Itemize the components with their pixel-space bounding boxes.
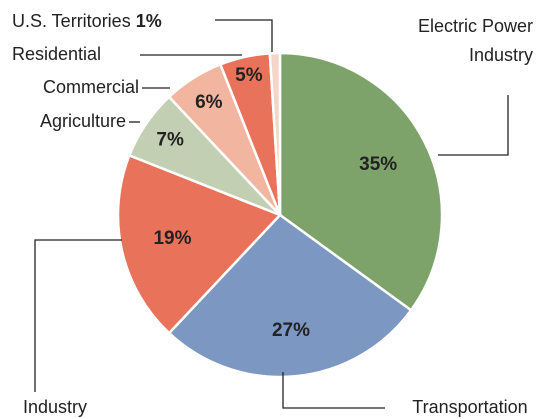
leader-line xyxy=(215,19,273,52)
leader-line xyxy=(34,239,122,392)
category-label: Agriculture xyxy=(40,111,126,131)
category-label: U.S. Territories xyxy=(12,11,131,31)
category-label: Electric Power Industry xyxy=(417,16,533,65)
value-label: 6% xyxy=(195,92,223,113)
value-label: 1% xyxy=(136,11,162,31)
pie-slice xyxy=(167,213,413,379)
value-label: 19% xyxy=(153,228,191,249)
pie-slice xyxy=(268,51,282,216)
category-label: Commercial xyxy=(43,77,139,97)
value-label: 35% xyxy=(359,154,397,175)
category-label: Industry xyxy=(23,397,87,417)
category-label: Transportation xyxy=(412,397,527,417)
category-label: Residential xyxy=(12,44,101,64)
value-label: 27% xyxy=(272,320,310,341)
leader-line xyxy=(438,95,509,156)
value-label: 5% xyxy=(235,65,263,86)
leader-line xyxy=(282,372,385,409)
category-label-group: U.S. Territories 1% xyxy=(12,11,162,31)
pie-slice xyxy=(278,51,444,312)
value-label: 7% xyxy=(156,129,184,150)
